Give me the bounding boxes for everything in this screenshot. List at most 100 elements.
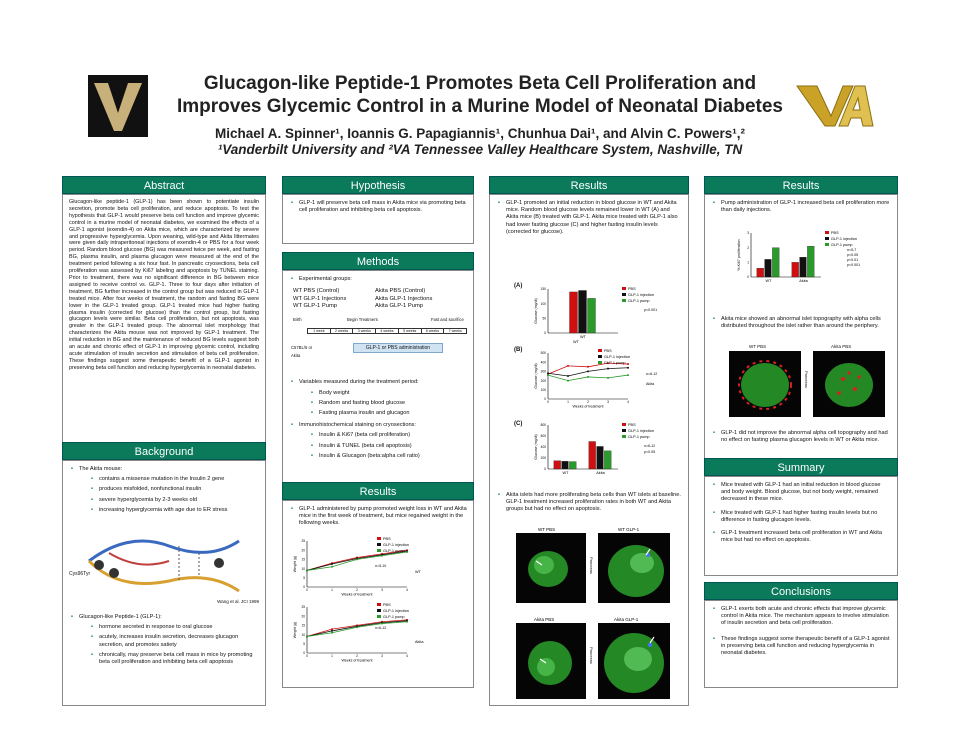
measured-item: Fasting plasma insulin and glucagon	[311, 410, 467, 417]
conclusion-point: GLP-1 exerts both acute and chronic effe…	[713, 606, 891, 628]
y-tick-label: 10	[301, 566, 305, 570]
pancreas-side-label: Pancreas	[589, 557, 595, 574]
legend-label: GLP-1 injection	[628, 429, 654, 433]
data-point	[587, 370, 589, 373]
timeline-birth: Birth	[293, 317, 302, 323]
glp-point: hormone secreted in response to oral glu…	[91, 624, 259, 631]
x-tick-label: WT	[580, 335, 587, 339]
micrograph-label: WT PBS	[538, 527, 556, 532]
results-right-heading: Results	[704, 176, 898, 194]
stat-label: n=5-7	[847, 248, 856, 252]
y-tick-label: 50	[542, 317, 546, 321]
abstract-section: Abstract Glucagon-like peptide-1 (GLP-1)…	[62, 176, 266, 448]
y-axis-label: Glucose (mg/dl)	[534, 434, 538, 459]
alpha-text: Akita mice showed an abnormal islet topo…	[713, 316, 891, 330]
hypothesis-heading: Hypothesis	[282, 176, 474, 194]
legend-swatch	[622, 423, 626, 426]
bar	[772, 247, 780, 278]
group-label: Akita	[415, 640, 424, 644]
data-point	[406, 550, 408, 553]
x-tick-label: 2	[587, 400, 589, 404]
group-item: Akita GLP-1 Injections	[375, 295, 433, 302]
legend-label: PBS	[628, 287, 636, 291]
group-item: Akita GLP-1 Pump	[375, 303, 424, 310]
y-tick-label: 15	[301, 623, 305, 627]
results-weight-section: Results GLP-1 administered by pump promo…	[282, 482, 474, 688]
data-point	[331, 562, 333, 565]
data-point	[627, 374, 629, 377]
y-tick-label: 0	[303, 651, 305, 655]
stat-label: n=6-12	[644, 444, 655, 448]
prolif-text: Akita islets had more proliferating beta…	[498, 492, 682, 514]
y-axis-label: Weight (g)	[293, 621, 297, 638]
timeline: Birth Begin Treatment Fast and sacrifice…	[291, 316, 467, 368]
legend-swatch	[598, 349, 602, 352]
series-line	[306, 620, 408, 637]
pancreas-side-label: Pancreas	[589, 647, 595, 664]
y-tick-label: 0	[544, 331, 546, 335]
data-point	[587, 375, 589, 378]
micrograph: Akita GLP-1	[598, 617, 670, 699]
y-axis-label: Glucose (mg/dl)	[534, 298, 538, 323]
authors: Michael A. Spinner¹, Ioannis G. Papagian…	[214, 126, 746, 141]
legend-label: PBS	[383, 603, 391, 607]
pancreas-side-label: Pancreas	[804, 371, 810, 388]
bar	[561, 461, 569, 470]
y-tick-label: 100	[541, 388, 547, 392]
summary-section: Summary Mice treated with GLP-1 had an i…	[704, 458, 898, 576]
micrograph: Akita PBS	[813, 344, 885, 417]
methods-body: Experimental groups: WT PBS (Control) WT…	[282, 270, 474, 484]
micrograph-label: Akita GLP-1	[614, 617, 639, 622]
y-tick-label: 25	[301, 605, 305, 609]
micrograph-label: WT GLP-1	[618, 527, 640, 532]
y-tick-label: 0	[303, 585, 305, 589]
data-point	[607, 376, 609, 379]
legend-swatch	[622, 293, 626, 296]
data-point	[331, 631, 333, 634]
micrograph-label: Akita PBS	[534, 617, 555, 622]
y-tick-label: 800	[541, 423, 547, 427]
y-axis-label: % Ki67 proliferation	[737, 239, 741, 270]
timeline-strain: C57BL/6 or Akita	[291, 345, 313, 358]
legend-swatch	[377, 548, 381, 552]
akita-point: increasing hyperglycemia with age due to…	[91, 507, 259, 514]
legend-swatch	[825, 231, 829, 234]
x-tick-label: 2	[356, 654, 358, 658]
bar	[756, 268, 764, 278]
stat-label: n=5-10	[375, 564, 386, 568]
legend-swatch	[622, 429, 626, 432]
y-axis-label: Weight (g)	[293, 555, 297, 572]
x-axis-label: Weeks of treatment	[341, 592, 372, 596]
y-tick-label: 25	[301, 539, 305, 543]
panel-a-label: (A)	[514, 283, 523, 289]
y-tick-label: 0	[747, 275, 749, 279]
bar	[604, 450, 612, 470]
legend-label: PBS	[628, 423, 636, 427]
x-tick-label: 3	[381, 588, 383, 592]
groups-table: WT PBS (Control) WT GLP-1 Injections WT …	[283, 288, 473, 310]
y-tick-label: 20	[301, 548, 305, 552]
x-tick-label: 3	[381, 654, 383, 658]
hypothesis-section: Hypothesis GLP-1 will preserve beta cell…	[282, 176, 474, 244]
data-point	[381, 554, 383, 557]
results-weight-body: GLP-1 administered by pump promoted weig…	[282, 500, 474, 688]
summary-point: GLP-1 treatment increased beta cell prol…	[713, 530, 891, 544]
group-item: WT PBS (Control)	[293, 288, 340, 295]
glp-intro: Glucagon-like Peptide-1 (GLP-1): hormone…	[71, 614, 259, 666]
y-tick-label: 400	[541, 360, 547, 364]
timeline-admin-box: GLP-1 or PBS administration	[353, 343, 443, 354]
y-tick-label: 10	[301, 632, 305, 636]
legend-label: PBS	[831, 231, 839, 235]
glp-point: chronically, may preserve beta cell mass…	[91, 652, 259, 666]
group-label: Akita	[646, 382, 654, 386]
glucose-chart-a: 0 50 100 150 Glucose (mg/dl) WT PBS GLP-1 injec…	[534, 287, 657, 343]
x-tick-label: Akita	[596, 471, 605, 475]
x-tick-label: WT	[766, 279, 773, 283]
results-weight-text: GLP-1 administered by pump promoted weig…	[291, 506, 467, 528]
legend-label: GLP-1 pump	[604, 361, 626, 365]
y-tick-label: 0	[544, 467, 546, 471]
x-tick-label: 2	[356, 588, 358, 592]
results-glucose-body: GLP-1 promoted an initial reduction in b…	[489, 194, 689, 706]
y-tick-label: 600	[541, 434, 547, 438]
